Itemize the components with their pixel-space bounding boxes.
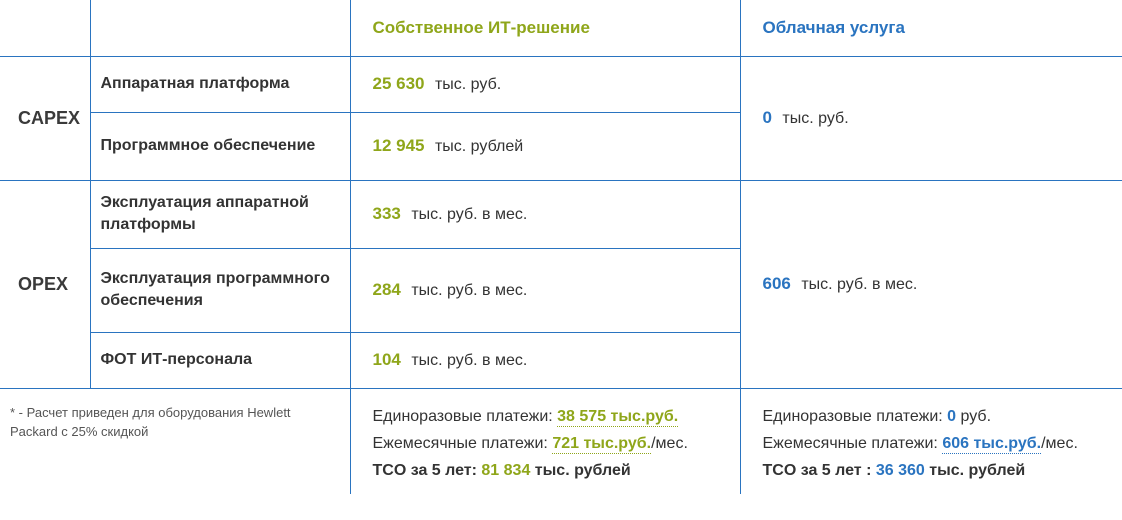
footnote: * - Расчет приведен для оборудования Hew… <box>0 388 350 494</box>
cloud-tco-label: TCO за 5 лет : <box>763 462 872 479</box>
value-cloud-capex: 0 <box>763 108 772 127</box>
own-tco-label: TCO за 5 лет: <box>373 462 477 479</box>
unit-ops-sw-own: тыс. руб. в мес. <box>411 282 527 299</box>
value-hw-own: 25 630 <box>373 74 425 93</box>
summary-row: * - Расчет приведен для оборудования Hew… <box>0 388 1122 494</box>
own-one-time-value: 38 575 тыс.руб. <box>557 408 678 427</box>
row-label-sw: Программное обеспечение <box>90 112 350 180</box>
row-hardware: CAPEX Аппаратная платформа 25 630 тыс. р… <box>0 56 1122 112</box>
unit-sw-own: тыс. рублей <box>435 138 523 155</box>
unit-hw-own: тыс. руб. <box>435 76 501 93</box>
cloud-one-time-unit: руб. <box>961 408 992 425</box>
value-cloud-opex: 606 <box>763 274 791 293</box>
unit-fot-own: тыс. руб. в мес. <box>411 352 527 369</box>
row-label-ops-hw: Эксплуатация аппаратной платформы <box>90 180 350 248</box>
summary-cloud: Единоразовые платежи: 0 руб. Ежемесячные… <box>740 388 1122 494</box>
own-monthly-suffix: /мес. <box>651 435 688 452</box>
row-label-fot: ФОТ ИТ-персонала <box>90 332 350 388</box>
unit-cloud-capex: тыс. руб. <box>782 110 848 127</box>
category-opex: OPEX <box>0 180 90 388</box>
own-monthly-value: 721 тыс.руб. <box>552 435 651 454</box>
cloud-one-time-value: 0 <box>947 408 956 425</box>
cloud-one-time-label: Единоразовые платежи: <box>763 408 943 425</box>
header-row: Собственное ИТ-решение Облачная услуга <box>0 0 1122 56</box>
value-sw-own: 12 945 <box>373 136 425 155</box>
own-tco-unit: тыс. рублей <box>535 462 631 479</box>
value-ops-sw-own: 284 <box>373 280 401 299</box>
header-cloud: Облачная услуга <box>740 0 1122 56</box>
own-one-time-label: Единоразовые платежи: <box>373 408 553 425</box>
summary-own: Единоразовые платежи: 38 575 тыс.руб. Еж… <box>350 388 740 494</box>
comparison-table: Собственное ИТ-решение Облачная услуга C… <box>0 0 1122 494</box>
cloud-tco-unit: тыс. рублей <box>929 462 1025 479</box>
row-label-ops-sw: Эксплуатация программного обеспечения <box>90 248 350 332</box>
cloud-monthly-suffix: /мес. <box>1041 435 1078 452</box>
unit-cloud-opex: тыс. руб. в мес. <box>801 276 917 293</box>
category-capex: CAPEX <box>0 56 90 180</box>
row-label-hw: Аппаратная платформа <box>90 56 350 112</box>
value-fot-own: 104 <box>373 350 401 369</box>
unit-ops-hw-own: тыс. руб. в мес. <box>411 206 527 223</box>
own-monthly-label: Ежемесячные платежи: <box>373 435 548 452</box>
own-tco-value: 81 834 <box>481 462 530 479</box>
header-own: Собственное ИТ-решение <box>350 0 740 56</box>
value-ops-hw-own: 333 <box>373 204 401 223</box>
cloud-monthly-value: 606 тыс.руб. <box>942 435 1041 454</box>
cloud-monthly-label: Ежемесячные платежи: <box>763 435 938 452</box>
cloud-tco-value: 36 360 <box>876 462 925 479</box>
row-ops-hw: OPEX Эксплуатация аппаратной платформы 3… <box>0 180 1122 248</box>
